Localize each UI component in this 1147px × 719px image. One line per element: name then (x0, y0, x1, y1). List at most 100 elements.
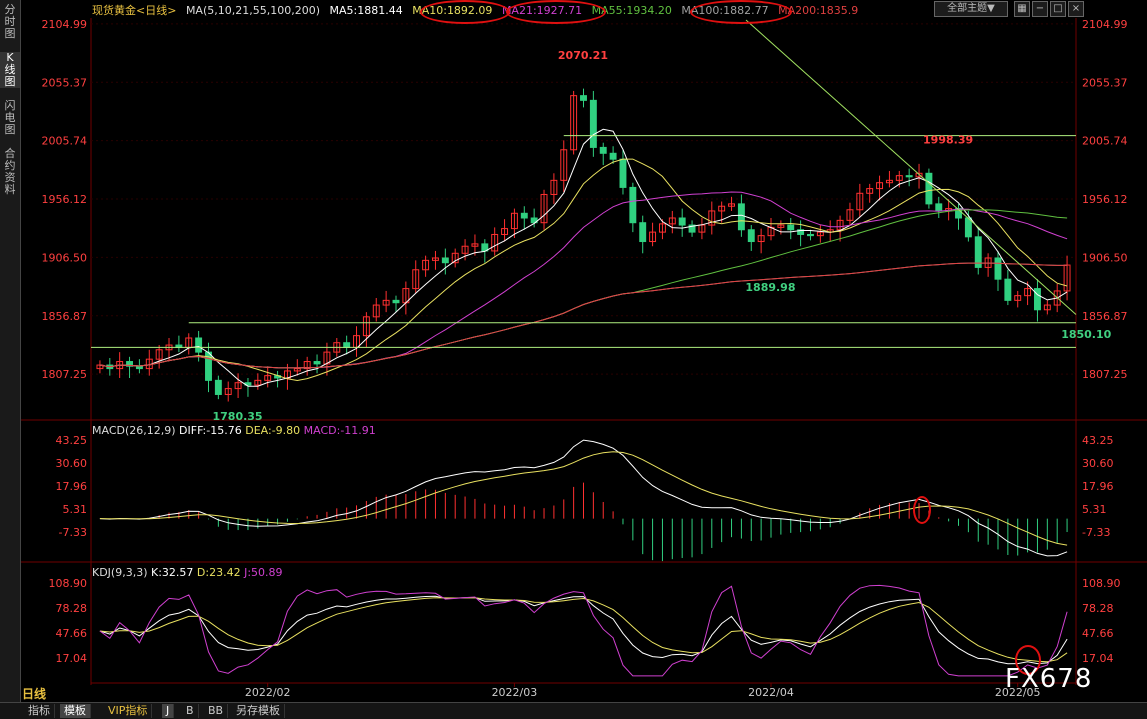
period-label[interactable]: 日线 (22, 687, 47, 701)
candle-body (195, 337, 203, 353)
candle-body (757, 235, 765, 243)
candle-body (649, 231, 657, 243)
ma10-line (99, 158, 1068, 382)
macd-tick-label: 17.96 (1082, 480, 1114, 493)
tab-indicator[interactable]: 指标 (24, 704, 55, 718)
candle-body (461, 245, 469, 254)
price-tick-label: 1807.25 (42, 368, 88, 381)
candle-body (343, 342, 351, 348)
candle-body (994, 257, 1002, 280)
macd-dea-line (99, 451, 1068, 546)
price-annotation: 1998.39 (923, 133, 973, 146)
candle-body (1014, 295, 1022, 301)
macd-legend: MACD(26,12,9) DIFF:-15.76 DEA:-9.80 MACD… (92, 424, 376, 437)
candle-body (737, 203, 745, 231)
kdj-j: J:50.89 (244, 566, 283, 579)
macd-tick-label: 43.25 (56, 434, 88, 447)
candle-body (856, 192, 864, 211)
watermark: FX678 (1005, 664, 1093, 694)
kdj-d-line (99, 597, 1068, 663)
ma55-line (99, 209, 1068, 369)
annotation-circle (506, 0, 606, 24)
candle-body (639, 222, 647, 243)
macd-diff: DIFF:-15.76 (179, 424, 242, 437)
tab-b[interactable]: B (182, 704, 199, 718)
candle-body (313, 361, 321, 365)
minimize-icon[interactable]: − (1032, 1, 1048, 17)
tab-save-template[interactable]: 另存模板 (232, 704, 285, 718)
candle-body (224, 388, 232, 395)
candle-body (560, 149, 568, 181)
bottom-toolbar: 指标 模板 VIP指标 J B BB 另存模板 (0, 702, 1147, 719)
kdj-tick-label: 47.66 (1082, 627, 1114, 640)
candle-body (777, 224, 785, 228)
macd-tick-label: 5.31 (1082, 503, 1107, 516)
maximize-icon[interactable]: □ (1050, 1, 1066, 17)
price-chart: 2104.99 2104.99 2055.37 2055.37 2005.74 2005.… (21, 18, 1147, 699)
tab-j[interactable]: J (162, 704, 175, 718)
kdj-j-line (99, 584, 1068, 677)
candle-body (382, 299, 390, 306)
ma200-line (99, 262, 1068, 369)
kdj-tick-label: 108.90 (49, 577, 88, 590)
annotation-circle (913, 496, 931, 524)
ma55-value: MA55:1934.20 (591, 4, 672, 17)
candle-body (797, 229, 805, 235)
tab-template[interactable]: 模板 (60, 704, 91, 718)
candle-body (925, 172, 933, 205)
price-tick-label: 2055.37 (1082, 76, 1128, 89)
x-tick-label: 2022/05 (995, 686, 1041, 699)
macd-value: MACD:-11.91 (303, 424, 376, 437)
candle-body (678, 217, 686, 226)
candle-body (441, 257, 449, 264)
candle-body (846, 209, 854, 221)
trend-line (745, 19, 1077, 315)
x-tick-label: 2022/03 (492, 686, 538, 699)
candle-body (264, 375, 272, 381)
theme-button[interactable]: 全部主题▼ (934, 1, 1008, 17)
price-tick-label: 1956.12 (1082, 193, 1128, 206)
sidebar-tab[interactable]: 分时图 (4, 3, 16, 40)
candle-body (866, 188, 874, 194)
macd-tick-label: 30.60 (1082, 457, 1114, 470)
macd-dea: DEA:-9.80 (245, 424, 301, 437)
candle-body (807, 233, 814, 237)
candle-body (432, 257, 439, 261)
candle-body (501, 228, 509, 235)
ma5-line (99, 128, 1068, 387)
candle-body (530, 217, 538, 224)
ma-label: MA(5,10,21,55,100,200) (185, 4, 320, 17)
kdj-tick-label: 78.28 (1082, 602, 1114, 615)
candle-body (599, 146, 607, 154)
annotation-circle (1015, 645, 1041, 675)
candle-body (718, 205, 726, 212)
candle-body (372, 304, 380, 318)
sidebar-tab[interactable]: 合约资料 (4, 147, 16, 196)
sidebar-tab[interactable]: 闪电图 (4, 99, 16, 136)
grid-icon[interactable]: ▦ (1014, 1, 1030, 17)
candle-body (471, 243, 479, 247)
candle-body (629, 186, 637, 224)
candle-body (155, 349, 163, 360)
x-tick-label: 2022/02 (245, 686, 291, 699)
candle-body (135, 365, 143, 370)
candle-body (895, 175, 903, 181)
candle-body (905, 175, 913, 178)
tab-bb[interactable]: BB (204, 704, 229, 718)
tab-vip-indicator[interactable]: VIP指标 (104, 704, 153, 718)
candle-body (915, 172, 923, 178)
candle-body (362, 316, 370, 337)
close-icon[interactable]: × (1068, 1, 1084, 17)
candle-body (668, 217, 676, 225)
price-tick-label: 2055.37 (42, 76, 88, 89)
candle-body (126, 361, 134, 367)
candle-body (1053, 290, 1061, 306)
macd-tick-label: 5.31 (63, 503, 88, 516)
macd-tick-label: 43.25 (1082, 434, 1114, 447)
annotation-circle (690, 0, 792, 24)
macd-tick-label: 30.60 (56, 457, 88, 470)
candle-body (412, 269, 420, 290)
annotation-circle (420, 0, 510, 24)
candle-body (550, 179, 558, 195)
